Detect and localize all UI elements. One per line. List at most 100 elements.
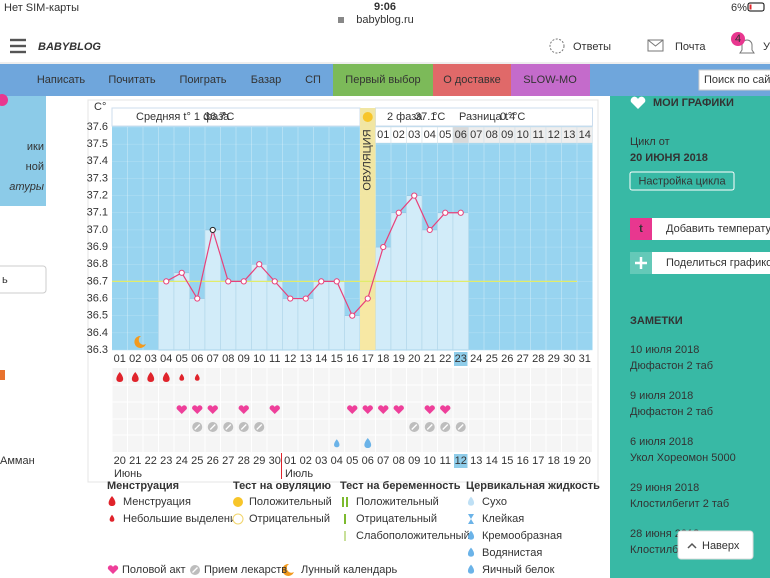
legend-title: Менструация	[107, 480, 179, 492]
url: babyblog.ru	[356, 14, 414, 26]
nav-item[interactable]: О доставке	[443, 74, 501, 86]
temperature-point[interactable]	[318, 278, 325, 285]
temperature-point[interactable]	[364, 295, 371, 302]
user-link[interactable]: У	[763, 41, 770, 53]
temperature-point[interactable]	[411, 192, 418, 199]
share-label[interactable]: Поделиться графико	[666, 257, 770, 269]
legend-icon	[468, 514, 474, 524]
legend-icon	[109, 514, 115, 522]
day-label: 10	[253, 353, 265, 365]
ovulation-band	[360, 108, 376, 350]
temperature-point[interactable]	[426, 226, 433, 234]
top-button-label[interactable]: Наверх	[702, 540, 740, 552]
note-text[interactable]: Дюфастон 2 таб	[630, 406, 713, 418]
menu-icon[interactable]	[10, 50, 26, 54]
note-text[interactable]: Укол Хореомон 5000	[630, 452, 736, 464]
share-button[interactable]	[630, 252, 770, 274]
menu-icon[interactable]	[10, 44, 26, 48]
temperature-point[interactable]	[271, 278, 278, 285]
search-box[interactable]	[698, 69, 770, 91]
nav-item[interactable]: Почитать	[108, 74, 155, 86]
date-label: 20	[579, 455, 591, 467]
temperature-point[interactable]	[380, 243, 387, 251]
date-label: 30	[269, 455, 281, 467]
nav-item[interactable]: Первый выбор	[345, 74, 420, 86]
diff-value: 0.4	[500, 111, 515, 123]
mail-icon-flap	[647, 39, 664, 47]
note-text[interactable]: Дюфастон 2 таб	[630, 360, 713, 372]
pill-line	[256, 424, 263, 430]
note-text[interactable]: Клостилбегит 2 таб	[630, 498, 729, 510]
legend-item: Кремообразная	[482, 530, 562, 542]
nav-item[interactable]: SLOW-MO	[523, 74, 577, 86]
day-label: 22	[439, 353, 451, 365]
heart-icon	[440, 405, 451, 414]
date-label: 03	[315, 455, 327, 467]
temperature-point[interactable]	[287, 295, 294, 302]
legend-title: Цервикальная жидкость	[466, 480, 600, 492]
temperature-point[interactable]	[178, 269, 185, 276]
add-temp-label[interactable]: Добавить температур	[666, 223, 770, 235]
day-label: 27	[517, 353, 529, 365]
nav-item[interactable]: Написать	[37, 74, 86, 86]
heart-icon	[378, 405, 389, 414]
temperature-point[interactable]	[256, 261, 263, 268]
heart-icon	[393, 405, 404, 414]
settings-button[interactable]	[629, 171, 735, 191]
date-label: 17	[532, 455, 544, 467]
y-tick-label: 36.6	[87, 292, 108, 304]
day-label: 02	[129, 353, 141, 365]
legend-icon	[282, 563, 294, 576]
day-label: 18	[377, 353, 389, 365]
date-label: 24	[176, 455, 188, 467]
answers-link[interactable]: Ответы	[573, 41, 611, 53]
temperature-point[interactable]	[240, 278, 247, 285]
legend-item: Положительный	[356, 496, 439, 508]
day-label: 21	[424, 353, 436, 365]
city-input[interactable]	[0, 265, 47, 294]
settings-button-label[interactable]: Настройка цикла	[638, 175, 726, 187]
promo-text: ики	[27, 141, 44, 153]
nav-item[interactable]: Поиграть	[180, 74, 227, 86]
logo[interactable]: BABYBLOG	[38, 41, 101, 53]
temperature-point[interactable]	[349, 312, 356, 319]
day-label: 01	[114, 353, 126, 365]
temperature-point[interactable]	[163, 278, 170, 285]
menu-icon[interactable]	[10, 38, 26, 42]
date-label: 26	[207, 455, 219, 467]
day-label: 11	[269, 353, 280, 365]
mail-link[interactable]: Почта	[675, 41, 706, 53]
legend-icon	[342, 497, 344, 507]
date-label: 04	[331, 455, 343, 467]
temperature-point[interactable]	[395, 209, 402, 216]
legend-item: Положительный	[249, 496, 332, 508]
sidebar	[610, 96, 770, 578]
sidebar-title: МОИ ГРАФИКИ	[653, 97, 734, 109]
date-label: 19	[563, 455, 575, 467]
legend-title: Тест на беременность	[340, 480, 461, 492]
temperature-point[interactable]	[442, 209, 449, 216]
temperature-point[interactable]	[225, 278, 232, 285]
date-label: 08	[393, 455, 405, 467]
temperature-point[interactable]	[333, 278, 340, 285]
city: Амман	[0, 455, 35, 467]
heart-icon	[269, 405, 280, 414]
legend-icon	[108, 496, 116, 506]
temperature-bar	[220, 281, 237, 351]
nav-item[interactable]: СП	[305, 74, 321, 86]
legend-item: Яичный белок	[482, 564, 555, 576]
temperature-point[interactable]	[457, 209, 464, 216]
temperature-point[interactable]	[302, 295, 309, 302]
badge-count: 4	[735, 33, 741, 45]
y-tick-label: 37.5	[87, 138, 108, 150]
day-label: 12	[284, 353, 296, 365]
temperature-point[interactable]	[194, 295, 201, 302]
temperature-bar	[344, 315, 361, 351]
add-temp-button[interactable]	[630, 218, 770, 240]
legend-icon	[467, 564, 475, 574]
nav-item[interactable]: Базар	[251, 74, 282, 86]
temperature-point[interactable]	[209, 226, 216, 234]
top-button[interactable]	[677, 530, 754, 560]
promo-banner[interactable]	[0, 96, 46, 206]
